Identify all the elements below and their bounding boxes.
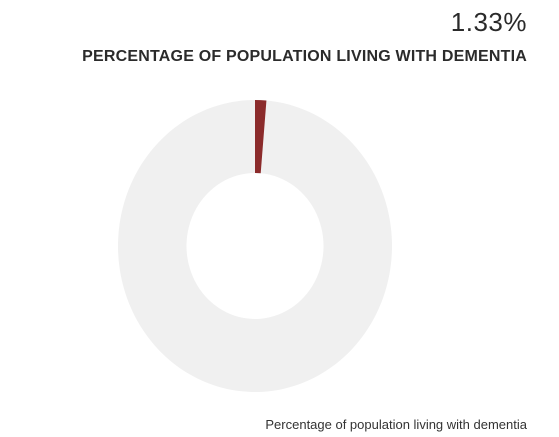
legend-label: Percentage of population living with dem…: [265, 417, 527, 432]
donut-slice-remainder: [117, 100, 393, 392]
donut-chart: [117, 100, 393, 392]
headline-value: 1.33%: [450, 7, 527, 37]
donut-slice-dementia: [255, 100, 267, 174]
chart-title: PERCENTAGE OF POPULATION LIVING WITH DEM…: [82, 48, 527, 65]
